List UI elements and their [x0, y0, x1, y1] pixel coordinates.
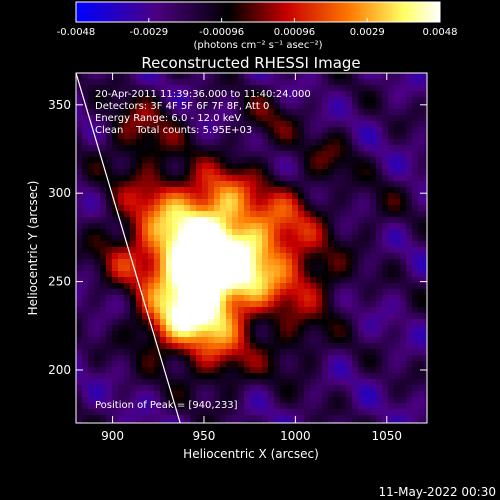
colorbar-unit-label: (photons cm⁻² s⁻¹ asec⁻²) [193, 40, 322, 51]
plot-frame [75, 72, 428, 424]
colorbar-tick-label: 0.0029 [350, 27, 385, 38]
solar-limb-line [76, 73, 181, 423]
annotation-time: 20-Apr-2011 11:39:36.000 to 11:40:24.000 [95, 89, 311, 100]
colorbar-tick-label: -0.00096 [199, 27, 244, 38]
y-tick-label: 250 [48, 275, 71, 289]
colorbar-tick-label: -0.0048 [57, 27, 96, 38]
x-tick-label: 1050 [372, 429, 403, 443]
y-axis-label: Heliocentric Y (arcsec) [26, 181, 40, 316]
x-tick-label: 1000 [280, 429, 311, 443]
y-tick-label: 300 [48, 186, 71, 200]
colorbar [75, 1, 441, 23]
colorbar-tick-label: 0.00096 [274, 27, 315, 38]
y-tick-label: 350 [48, 98, 71, 112]
peak-label: Position of Peak = [940,233] [95, 400, 238, 411]
colorbar-tick-label: 0.0048 [423, 27, 458, 38]
heatmap-image [76, 73, 427, 423]
x-axis-label: Heliocentric X (arcsec) [183, 447, 319, 461]
annotation-energy: Energy Range: 6.0 - 12.0 keV [95, 113, 241, 124]
x-tick-label: 900 [101, 429, 124, 443]
annotation-counts: Clean Total counts: 5.95E+03 [95, 125, 252, 136]
annotation-detectors: Detectors: 3F 4F 5F 6F 7F 8F, Att 0 [95, 101, 269, 112]
y-tick-label: 200 [48, 363, 71, 377]
axes: 900 950 1000 1050 200 250 300 350 [48, 73, 427, 443]
colorbar-ticks: -0.0048 -0.0029 -0.00096 0.00096 0.0029 0.004… [57, 18, 458, 38]
footer-timestamp: 11-May-2022 00:30 [379, 485, 496, 499]
x-tick-label: 950 [193, 429, 216, 443]
colorbar-tick-label: -0.0029 [129, 27, 168, 38]
chart-title: Reconstructed RHESSI Image [141, 54, 360, 72]
